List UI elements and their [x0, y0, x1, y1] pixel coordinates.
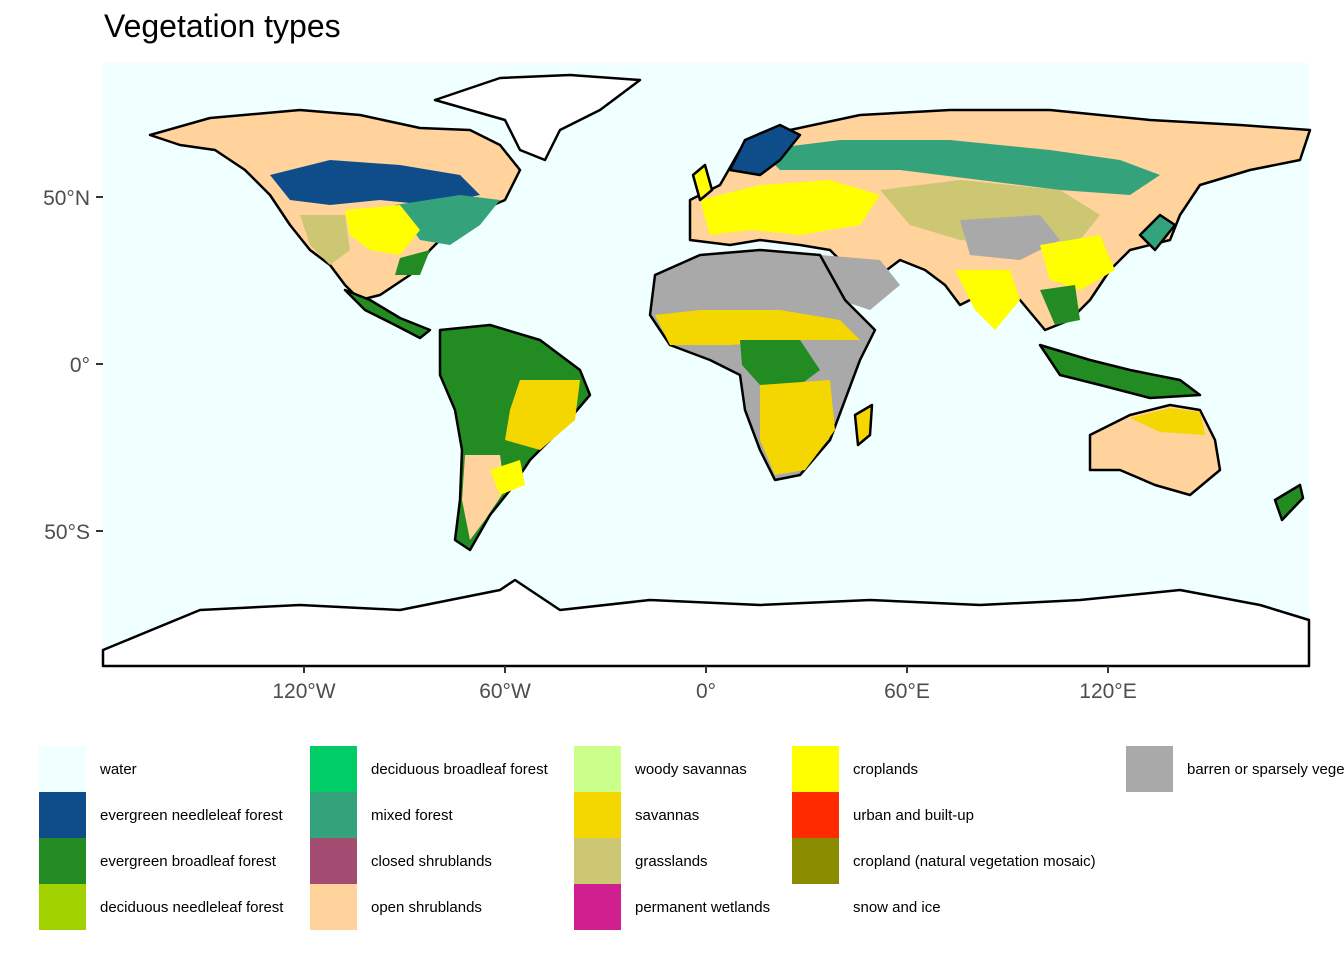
legend-item: grasslands	[574, 838, 708, 884]
legend-label: mixed forest	[371, 806, 453, 824]
legend-label: grasslands	[635, 852, 708, 870]
legend-label: open shrublands	[371, 898, 482, 916]
legend-swatch	[39, 884, 86, 930]
legend-swatch	[792, 746, 839, 792]
na-croplands	[345, 205, 420, 255]
world-map: 50°N 0° 50°S 120°W 60°W 0° 60°E 120°E	[43, 63, 1312, 703]
legend-label: deciduous needleleaf forest	[100, 898, 284, 916]
legend-label: closed shrublands	[371, 852, 492, 870]
legend-item: woody savannas	[574, 746, 747, 792]
legend-label: snow and ice	[853, 898, 941, 916]
legend-swatch	[39, 746, 86, 792]
maritime-southeast-asia	[1038, 343, 1202, 400]
legend-swatch	[574, 884, 621, 930]
legend-label: water	[100, 760, 137, 778]
legend-label: evergreen needleleaf forest	[100, 806, 283, 824]
x-tick-label-0: 0°	[696, 680, 716, 703]
congo-forest	[740, 340, 820, 385]
na-se-forest	[395, 250, 430, 275]
legend-swatch	[792, 792, 839, 838]
madagascar	[853, 403, 874, 447]
legend-item: permanent wetlands	[574, 884, 770, 930]
legend-item: evergreen needleleaf forest	[39, 792, 283, 838]
legend-item: barren or sparsely vegetated	[1126, 746, 1344, 792]
china-croplands	[1040, 235, 1115, 290]
legend-item: savannas	[574, 792, 699, 838]
x-tick-label-120w: 120°W	[272, 680, 335, 703]
legend-swatch	[39, 792, 86, 838]
scandinavia	[728, 123, 802, 177]
x-tick-label-120e: 120°E	[1079, 680, 1136, 703]
na-mixed-forest	[395, 195, 500, 245]
legend-swatch	[39, 838, 86, 884]
legend-item: mixed forest	[310, 792, 453, 838]
legend-item: open shrublands	[310, 884, 482, 930]
se-asia-forest	[1040, 285, 1080, 325]
y-tick-label-50n: 50°N	[43, 187, 90, 210]
legend-swatch	[792, 884, 839, 930]
tibet-barren	[960, 215, 1060, 260]
sa-savannas	[505, 380, 580, 450]
legend-item: evergreen broadleaf forest	[39, 838, 276, 884]
japan	[1138, 213, 1177, 252]
x-axis-ticks	[303, 666, 1109, 673]
y-tick-label-0: 0°	[70, 354, 90, 377]
eurasia-croplands	[700, 180, 880, 235]
australia-savannas	[1130, 408, 1205, 435]
legend-label: woody savannas	[635, 760, 747, 778]
legend-item: closed shrublands	[310, 838, 492, 884]
legend-item: deciduous needleleaf forest	[39, 884, 283, 930]
eurasia-mixed-forest	[760, 140, 1160, 195]
southern-africa-savannas	[760, 380, 835, 475]
india-croplands	[955, 270, 1020, 330]
legend-swatch	[310, 792, 357, 838]
legend-label: savannas	[635, 806, 700, 824]
legend-swatch	[1126, 746, 1173, 792]
sahel-savannas	[655, 310, 860, 345]
british-isles	[691, 163, 714, 202]
legend-item: deciduous broadleaf forest	[310, 746, 548, 792]
legend-swatch	[310, 746, 357, 792]
legend-item: urban and built-up	[792, 792, 974, 838]
legend: water evergreen needleleaf forest evergree…	[39, 746, 1344, 936]
x-tick-label-60e: 60°E	[884, 680, 930, 703]
legend-swatch	[310, 884, 357, 930]
legend-label: urban and built-up	[853, 806, 974, 824]
legend-label: barren or sparsely vegetated	[1187, 760, 1344, 778]
na-grasslands	[300, 215, 350, 265]
legend-label: croplands	[853, 760, 919, 778]
legend-swatch	[574, 746, 621, 792]
legend-item: cropland (natural vegetation mosaic)	[792, 838, 1096, 884]
greenland	[433, 73, 642, 162]
legend-label: permanent wetlands	[635, 898, 771, 916]
new-zealand	[1273, 483, 1305, 522]
landmasses	[101, 73, 1312, 668]
legend-swatch	[310, 838, 357, 884]
legend-item: snow and ice	[792, 884, 941, 930]
y-axis-ticks	[96, 196, 103, 532]
legend-swatch	[574, 792, 621, 838]
legend-label: cropland (natural vegetation mosaic)	[853, 852, 1096, 870]
central-america	[343, 288, 432, 340]
legend-label: deciduous broadleaf forest	[371, 760, 548, 778]
legend-swatch	[574, 838, 621, 884]
sa-croplands	[490, 460, 525, 495]
na-conifer-belt	[270, 160, 480, 205]
y-tick-label-50s: 50°S	[44, 521, 90, 544]
legend-label: evergreen broadleaf forest	[100, 852, 276, 870]
antarctica	[101, 578, 1311, 668]
legend-swatch	[792, 838, 839, 884]
map-title: Vegetation types	[104, 8, 341, 44]
legend-item: croplands	[792, 746, 918, 792]
legend-item: water	[39, 746, 137, 792]
x-tick-label-60w: 60°W	[479, 680, 531, 703]
